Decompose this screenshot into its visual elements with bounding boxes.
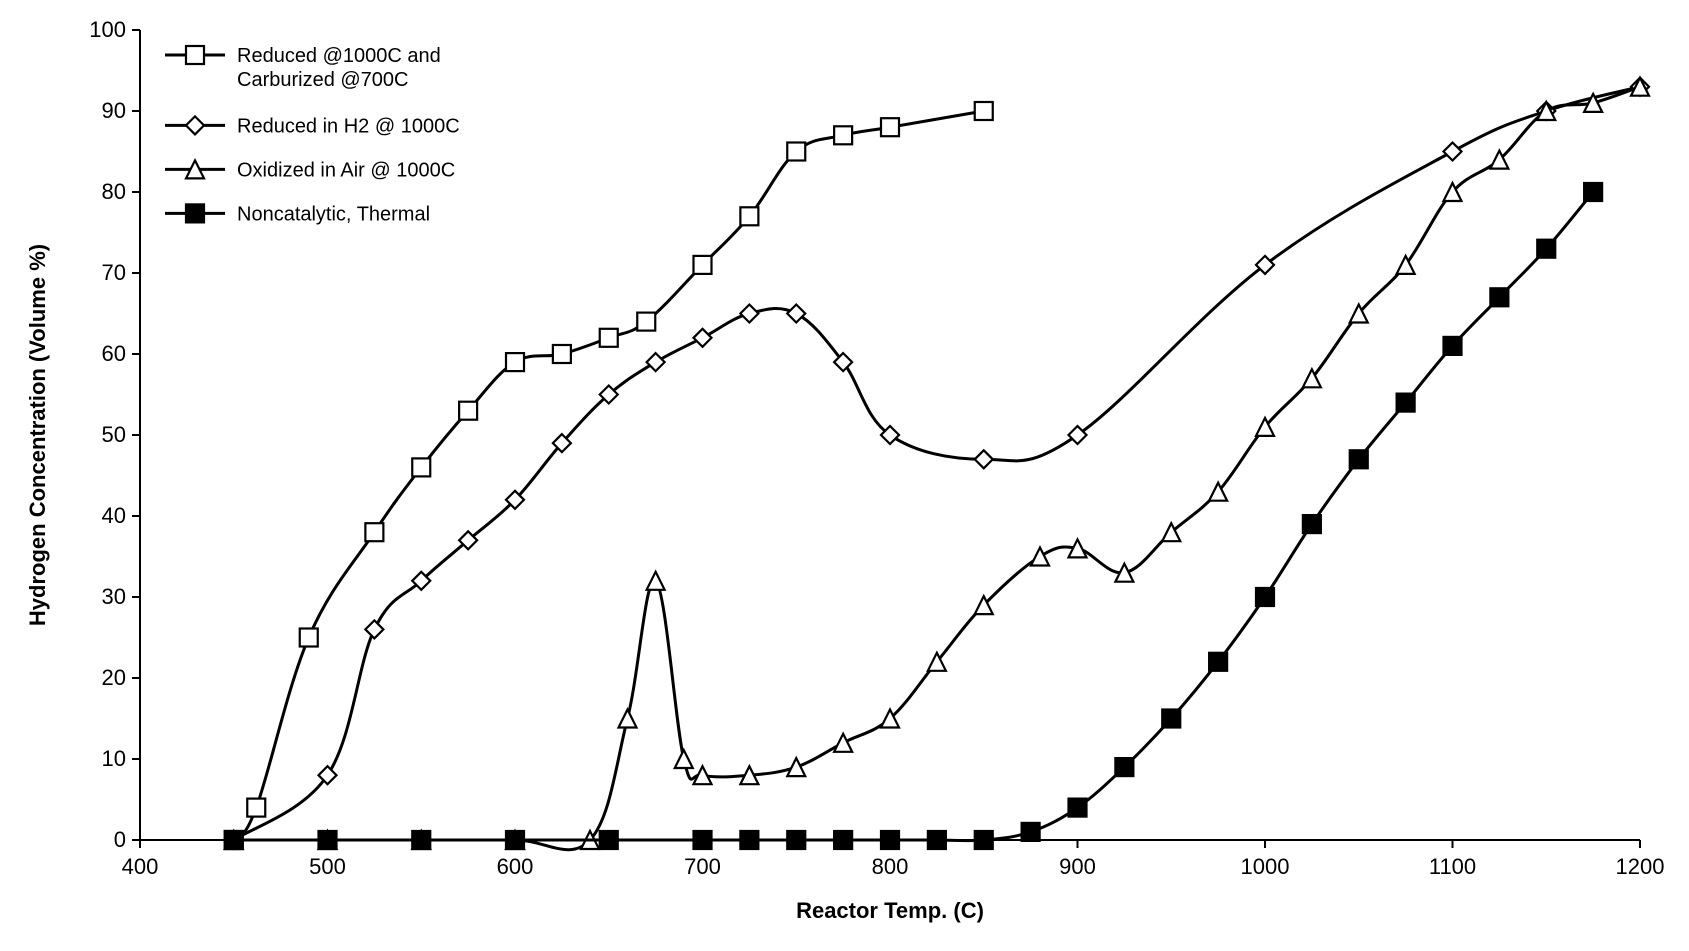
- y-tick-label: 80: [102, 179, 126, 204]
- legend-marker-reduced-carburized: [186, 46, 204, 64]
- legend-label-oxidized-air: Oxidized in Air @ 1000C: [237, 159, 455, 181]
- series-marker-noncatalytic: [1444, 337, 1462, 355]
- line-chart: 0 10 20 30 40 50 60 70 80 90 100 Hydrogen Concentra…: [0, 0, 1689, 951]
- series-marker-reduced-carburized: [506, 353, 524, 371]
- series-marker-noncatalytic: [600, 831, 618, 849]
- legend-label-reduced-carburized: Carburized @700C: [237, 69, 409, 91]
- series-marker-noncatalytic: [1490, 288, 1508, 306]
- series-marker-reduced-carburized: [412, 458, 430, 476]
- series-marker-noncatalytic: [1584, 183, 1602, 201]
- y-tick-label: 100: [89, 17, 126, 42]
- series-marker-reduced-carburized: [740, 207, 758, 225]
- series-marker-noncatalytic: [834, 831, 852, 849]
- series-marker-noncatalytic: [787, 831, 805, 849]
- x-tick-label: 1200: [1616, 854, 1665, 879]
- x-tick-label: 900: [1059, 854, 1096, 879]
- y-tick-label: 0: [114, 827, 126, 852]
- series-marker-reduced-carburized: [881, 118, 899, 136]
- x-axis-label: Reactor Temp. (C): [796, 898, 984, 923]
- x-tick-label: 1000: [1241, 854, 1290, 879]
- series-marker-reduced-carburized: [300, 629, 318, 647]
- legend-label-reduced-carburized: Reduced @1000C and: [237, 45, 441, 67]
- y-tick-label: 70: [102, 260, 126, 285]
- series-marker-reduced-carburized: [694, 256, 712, 274]
- series-marker-reduced-carburized: [365, 523, 383, 541]
- series-marker-noncatalytic: [1397, 394, 1415, 412]
- series-marker-reduced-carburized: [975, 102, 993, 120]
- y-tick-label: 30: [102, 584, 126, 609]
- y-tick-label: 60: [102, 341, 126, 366]
- y-tick-label: 90: [102, 98, 126, 123]
- series-marker-noncatalytic: [1115, 758, 1133, 776]
- series-marker-reduced-carburized: [459, 402, 477, 420]
- y-tick-label: 10: [102, 746, 126, 771]
- y-tick-label: 50: [102, 422, 126, 447]
- series-marker-noncatalytic: [1022, 823, 1040, 841]
- series-marker-noncatalytic: [1350, 450, 1368, 468]
- legend-marker-noncatalytic: [186, 204, 204, 222]
- x-tick-label: 800: [872, 854, 909, 879]
- y-tick-label: 40: [102, 503, 126, 528]
- series-marker-noncatalytic: [506, 831, 524, 849]
- series-marker-noncatalytic: [1209, 653, 1227, 671]
- series-marker-noncatalytic: [928, 831, 946, 849]
- y-tick-label: 20: [102, 665, 126, 690]
- series-marker-noncatalytic: [319, 831, 337, 849]
- series-marker-noncatalytic: [1256, 588, 1274, 606]
- series-marker-noncatalytic: [1069, 799, 1087, 817]
- series-marker-noncatalytic: [740, 831, 758, 849]
- series-marker-reduced-carburized: [834, 126, 852, 144]
- x-tick-label: 700: [684, 854, 721, 879]
- x-tick-label: 500: [309, 854, 346, 879]
- series-marker-noncatalytic: [225, 831, 243, 849]
- series-marker-noncatalytic: [412, 831, 430, 849]
- series-marker-noncatalytic: [975, 831, 993, 849]
- series-marker-noncatalytic: [1162, 710, 1180, 728]
- series-marker-noncatalytic: [1537, 240, 1555, 258]
- series-marker-reduced-carburized: [787, 143, 805, 161]
- series-marker-reduced-carburized: [247, 799, 265, 817]
- legend-label-noncatalytic: Noncatalytic, Thermal: [237, 203, 430, 225]
- series-marker-reduced-carburized: [637, 313, 655, 331]
- x-tick-label: 1100: [1429, 854, 1476, 879]
- series-marker-reduced-carburized: [600, 329, 618, 347]
- y-axis-label: Hydrogen Concentration (Volume %): [25, 244, 50, 626]
- series-marker-reduced-carburized: [553, 345, 571, 363]
- x-tick-label: 400: [122, 854, 159, 879]
- series-marker-noncatalytic: [881, 831, 899, 849]
- series-marker-noncatalytic: [1303, 515, 1321, 533]
- legend-label-reduced-h2: Reduced in H2 @ 1000C: [237, 115, 460, 137]
- x-tick-label: 600: [497, 854, 534, 879]
- chart-container: 0 10 20 30 40 50 60 70 80 90 100 Hydrogen Concentra…: [0, 0, 1689, 951]
- series-marker-noncatalytic: [694, 831, 712, 849]
